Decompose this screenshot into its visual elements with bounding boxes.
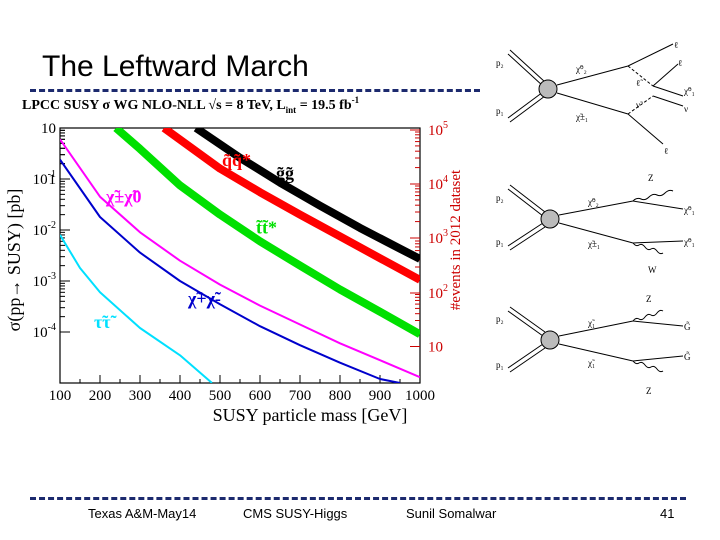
footer-divider xyxy=(30,497,686,500)
diagram1-neutrino: ν xyxy=(684,104,688,114)
vertex-blob xyxy=(540,330,560,350)
x-tick-label: 500 xyxy=(209,388,232,404)
diagram2-boson-bottom: W xyxy=(648,265,657,275)
y-tick-label: 10-2 xyxy=(33,220,56,239)
diagram2-in-bottom: p₁ xyxy=(496,237,504,247)
diagram2-in-top: p₂ xyxy=(496,193,504,203)
diagram1-lepton-2: ℓ xyxy=(678,58,682,68)
diagram3-boson-bottom: Z xyxy=(646,386,652,396)
cross-section-chart: LPCC SUSY σ WG NLO-NLL √s = 8 TeV, Lint … xyxy=(4,95,464,425)
diagram2-out-bottom: χ̃±₁ xyxy=(587,239,600,249)
series-label-tau_tau: τ̃τ̃ xyxy=(94,312,117,332)
diagram1-lepton-1: ℓ xyxy=(674,40,678,50)
diagram2-boson-top: Z xyxy=(648,173,654,183)
x-tick-label: 1000 xyxy=(405,388,435,404)
diagram3-out-bottom: χ̃₁ xyxy=(587,358,595,368)
series-label-tt: t̃t̃* xyxy=(256,218,277,238)
title-divider xyxy=(30,89,480,92)
diagram1-sneutrino: ν̃ xyxy=(636,100,643,110)
diagram1-lsp: χ̃⁰₁ xyxy=(683,86,695,96)
diagram3-gravitino-top: G̃ xyxy=(684,322,691,332)
series-line-tau_tau xyxy=(60,234,213,383)
series-label-chi_pm_chi_0: χ̃±χ̃0 xyxy=(105,186,142,206)
slide-title: The Leftward March xyxy=(42,50,309,83)
y2-tick-label: 10 xyxy=(428,340,443,356)
series-line-tt xyxy=(113,128,420,338)
diagram2-out-top: χ̃⁰₂ xyxy=(587,197,599,207)
x-tick-label: 900 xyxy=(369,388,392,404)
series-label-chi_p_chi_m: χ̃+χ̃- xyxy=(187,288,221,308)
x-tick-label: 100 xyxy=(49,388,72,404)
x-axis-label: SUSY particle mass [GeV] xyxy=(213,405,408,425)
diagram1-out-top: χ̃⁰₂ xyxy=(575,64,587,74)
series-line-chi_pm_chi_0 xyxy=(60,138,420,379)
diagram3-in-bottom: p₁ xyxy=(496,360,504,370)
diagram1-lepton-3: ℓ xyxy=(664,146,668,156)
diagram3-in-top: p₂ xyxy=(496,314,504,324)
series-line-qq xyxy=(161,128,420,284)
y2-tick-label: 104 xyxy=(428,174,448,193)
x-tick-label: 400 xyxy=(169,388,192,404)
feynman-diagrams: p₂ p₁ χ̃⁰₂ χ̃±₁ ℓ ℓ̃ ℓ χ̃⁰₁ ν̃ ν ℓ p₂ p₁… xyxy=(496,40,695,396)
diagram3-gravitino-bottom: G̃ xyxy=(684,352,691,362)
y-axis-label: σ(pp→ SUSY) [pb] xyxy=(4,189,25,332)
footer-speaker: Sunil Somalwar xyxy=(406,506,497,521)
chart-title: LPCC SUSY σ WG NLO-NLL √s = 8 TeV, Lint … xyxy=(22,95,360,115)
diagram2-lsp-bottom: χ̃⁰₁ xyxy=(683,237,695,247)
vertex-blob xyxy=(540,209,560,229)
series-label-qq: q̃q̃* xyxy=(222,150,251,170)
y2-tick-label: 103 xyxy=(428,228,448,247)
x-tick-label: 600 xyxy=(249,388,272,404)
y-tick-label: 10 xyxy=(41,121,56,137)
diagram2-lsp-top: χ̃⁰₁ xyxy=(683,205,695,215)
feynman-diagram-wz: p₂ p₁ χ̃⁰₂ χ̃±₁ Z χ̃⁰₁ W χ̃⁰₁ xyxy=(496,173,695,275)
series-line-chi_p_chi_m xyxy=(60,159,401,383)
series-label-gg: g̃g̃ xyxy=(276,163,294,183)
footer-venue: Texas A&M-May14 xyxy=(88,506,197,521)
y2-axis-label: #events in 2012 dataset xyxy=(448,169,464,310)
vertex-blob xyxy=(538,79,558,99)
feynman-diagram-zz: p₂ p₁ χ̃₁ χ̃₁ Z G̃ G̃ Z xyxy=(496,294,691,396)
y-tick-label: 10-3 xyxy=(33,271,56,290)
feynman-diagram-trilepton: p₂ p₁ χ̃⁰₂ χ̃±₁ ℓ ℓ̃ ℓ χ̃⁰₁ ν̃ ν ℓ xyxy=(496,40,695,156)
diagram3-out-top: χ̃₁ xyxy=(587,318,595,328)
y-tick-label: 1 xyxy=(49,172,57,188)
x-tick-label: 200 xyxy=(89,388,112,404)
x-tick-label: 700 xyxy=(289,388,312,404)
y2-tick-label: 102 xyxy=(428,283,448,302)
y-tick-label: 10-4 xyxy=(33,322,56,341)
y-tick-label: 10-1 xyxy=(33,169,56,188)
x-tick-label: 800 xyxy=(329,388,352,404)
footer-page-number: 41 xyxy=(660,506,675,521)
diagram1-in-top: p₂ xyxy=(496,58,504,68)
series-line-gg xyxy=(193,128,420,263)
diagram1-out-bottom: χ̃±₁ xyxy=(575,112,588,122)
footer-talk: CMS SUSY-Higgs xyxy=(243,506,348,521)
diagram3-boson-top: Z xyxy=(646,294,652,304)
diagram1-in-bottom: p₁ xyxy=(496,106,504,116)
x-tick-label: 300 xyxy=(129,388,152,404)
y2-tick-label: 105 xyxy=(428,120,448,139)
diagram1-slepton: ℓ̃ xyxy=(636,78,643,88)
